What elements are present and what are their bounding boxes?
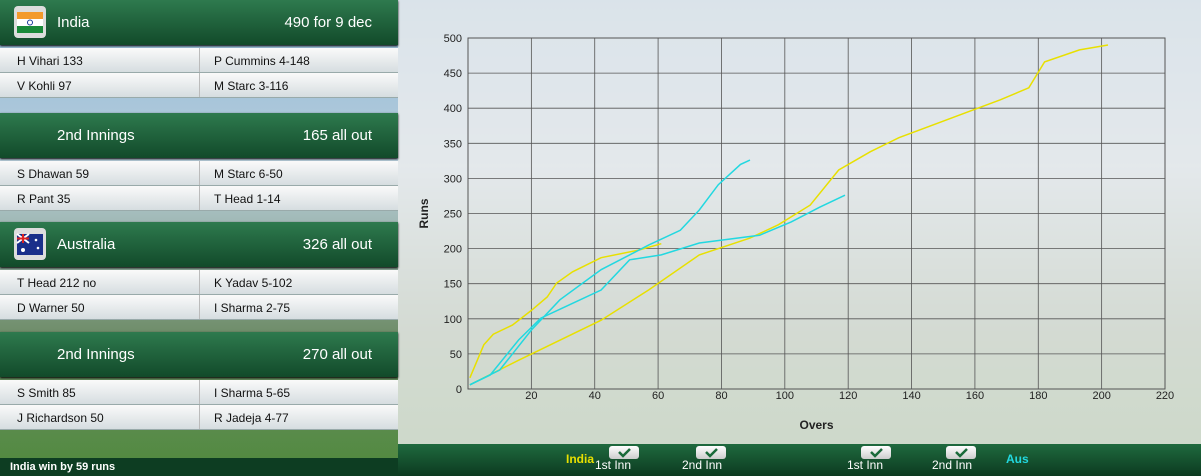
flag (14, 228, 46, 260)
innings-title: India (57, 14, 90, 31)
batsman: H Vihari 133 (17, 54, 83, 68)
score-row: S Dhawan 59 M Starc 6-50 (0, 161, 398, 186)
innings-score: 165 all out (302, 127, 372, 144)
score-row: R Pant 35 T Head 1-14 (0, 186, 398, 211)
innings-toggle[interactable] (696, 446, 726, 459)
chart: 0 50 100 150 200 250 300 350 400 450 500 20 40 60 80 10… (417, 33, 1174, 432)
y-tick-label: 150 (444, 279, 462, 291)
divider (199, 380, 200, 404)
bowler: P Cummins 4-148 (214, 54, 310, 68)
innings-label: 1st Inn (595, 458, 632, 472)
bowler: I Sharma 2-75 (214, 301, 291, 315)
y-axis-label: Runs (417, 198, 431, 228)
innings-header: Australia 326 all out (0, 222, 398, 267)
result-bar: India win by 59 runs (0, 458, 398, 476)
divider (199, 161, 200, 185)
x-tick-label: 80 (715, 390, 727, 402)
result: India win by 59 runs (10, 461, 116, 473)
y-tick-label: 0 (456, 384, 462, 396)
x-tick-label: 40 (589, 390, 601, 402)
chart-panel: 0 50 100 150 200 250 300 350 400 450 500 20 40 60 80 10… (398, 0, 1201, 444)
legend-team: India (566, 452, 595, 466)
innings-header: 2nd Innings 270 all out (0, 332, 398, 377)
y-tick-label: 250 (444, 209, 462, 221)
x-tick-label: 220 (1156, 390, 1174, 402)
innings-score: 270 all out (302, 346, 372, 363)
innings-label: 2nd Inn (682, 458, 723, 472)
innings-toggle[interactable] (861, 446, 891, 459)
bowler: I Sharma 5-65 (214, 386, 291, 400)
innings-score: 326 all out (302, 236, 372, 253)
batsman: S Dhawan 59 (17, 167, 90, 181)
batsman: D Warner 50 (17, 301, 85, 315)
batsman: V Kohli 97 (17, 79, 72, 93)
y-tick-label: 300 (444, 173, 462, 185)
x-tick-label: 160 (966, 390, 984, 402)
divider (199, 48, 200, 72)
x-tick-label: 60 (652, 390, 664, 402)
score-row: T Head 212 no K Yadav 5-102 (0, 270, 398, 295)
x-tick-label: 20 (525, 390, 537, 402)
y-tick-label: 350 (444, 138, 462, 150)
batsman: T Head 212 no (17, 276, 97, 290)
bowler: M Starc 6-50 (214, 167, 283, 181)
score-row: J Richardson 50 R Jadeja 4-77 (0, 405, 398, 430)
x-tick-label: 200 (1092, 390, 1110, 402)
score-row: D Warner 50 I Sharma 2-75 (0, 295, 398, 320)
y-tick-label: 200 (444, 244, 462, 256)
batsman: J Richardson 50 (17, 411, 104, 425)
innings-header: 2nd Innings 165 all out (0, 113, 398, 158)
batsman: R Pant 35 (17, 192, 71, 206)
divider (199, 405, 200, 429)
innings-header: India 490 for 9 dec (0, 0, 398, 45)
score-row: H Vihari 133 P Cummins 4-148 (0, 48, 398, 73)
y-tick-label: 450 (444, 68, 462, 80)
score-row: V Kohli 97 M Starc 3-116 (0, 73, 398, 98)
legend-bar: India 1st Inn 2nd Inn Aus 1st Inn 2nd Inn (398, 444, 1201, 476)
check-icon (870, 448, 883, 458)
innings-label: 1st Inn (847, 458, 884, 472)
check-icon (955, 448, 968, 458)
score-row: S Smith 85 I Sharma 5-65 (0, 380, 398, 405)
x-tick-label: 120 (839, 390, 857, 402)
x-tick-label: 180 (1029, 390, 1047, 402)
check-icon (705, 448, 718, 458)
divider (199, 186, 200, 210)
x-tick-label: 140 (902, 390, 920, 402)
flag (14, 6, 46, 38)
check-icon (618, 448, 631, 458)
innings-line (469, 44, 1109, 386)
innings-line (469, 159, 751, 386)
divider (199, 270, 200, 294)
batsman: S Smith 85 (17, 386, 76, 400)
legend-team: Aus (1006, 452, 1029, 466)
y-tick-label: 50 (450, 349, 462, 361)
divider (199, 295, 200, 319)
bowler: T Head 1-14 (214, 192, 281, 206)
innings-title: 2nd Innings (57, 127, 135, 144)
x-axis-label: Overs (799, 418, 833, 432)
bowler: K Yadav 5-102 (214, 276, 293, 290)
innings-title: Australia (57, 236, 116, 253)
y-tick-label: 100 (444, 314, 462, 326)
y-tick-label: 500 (444, 33, 462, 45)
innings-line (469, 242, 662, 379)
bowler: R Jadeja 4-77 (214, 411, 289, 425)
y-tick-label: 400 (444, 103, 462, 115)
innings-toggle[interactable] (609, 446, 639, 459)
innings-toggle[interactable] (946, 446, 976, 459)
bowler: M Starc 3-116 (214, 79, 289, 93)
innings-label: 2nd Inn (932, 458, 973, 472)
x-tick-label: 100 (776, 390, 794, 402)
innings-line (469, 194, 846, 386)
innings-title: 2nd Innings (57, 346, 135, 363)
innings-score: 490 for 9 dec (284, 14, 372, 31)
divider (199, 73, 200, 97)
